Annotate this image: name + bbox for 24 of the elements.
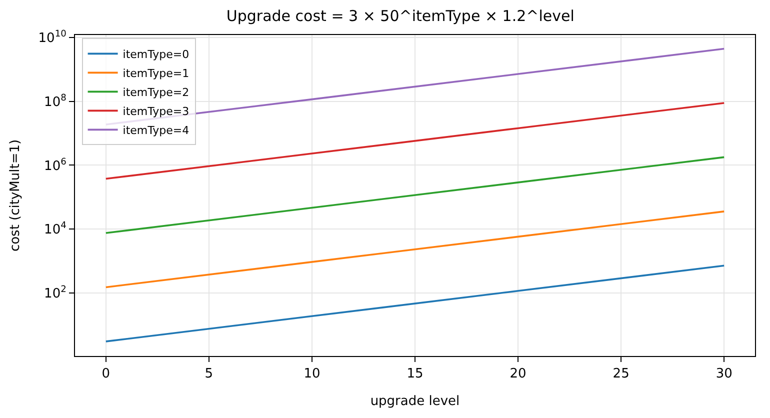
- legend-label: itemType=1: [122, 67, 190, 80]
- y-tick-label: 10$^{8}$: [44, 93, 67, 110]
- x-tick-label: 25: [612, 366, 630, 382]
- y-tick-label: 10$^{6}$: [44, 157, 67, 174]
- line-series: [105, 156, 725, 234]
- legend-label: itemType=3: [122, 105, 190, 118]
- x-tick-label: 5: [204, 366, 214, 382]
- y-tick-label: 10$^{10}$: [38, 30, 67, 46]
- line-series: [105, 210, 725, 288]
- legend-label: itemType=4: [122, 124, 190, 137]
- y-tick-label: 10$^{2}$: [44, 284, 66, 302]
- line-series: [105, 264, 725, 342]
- legend-label: itemType=2: [122, 86, 190, 99]
- y-tick-label: 10$^{4}$: [44, 221, 67, 238]
- x-tick-label: 30: [716, 366, 732, 382]
- x-tick-label: 20: [510, 366, 526, 382]
- x-axis-title: upgrade level: [370, 394, 460, 410]
- x-tick-label: 15: [406, 366, 424, 382]
- y-axis-title: cost (cityMult=1): [8, 139, 24, 252]
- line-series: [105, 102, 725, 180]
- legend-label: itemType=0: [122, 48, 190, 61]
- x-tick-label: 0: [102, 366, 110, 382]
- x-tick-label: 10: [304, 366, 320, 382]
- chart-title: Upgrade cost = 3 × 50^itemType × 1.2^level: [226, 6, 574, 25]
